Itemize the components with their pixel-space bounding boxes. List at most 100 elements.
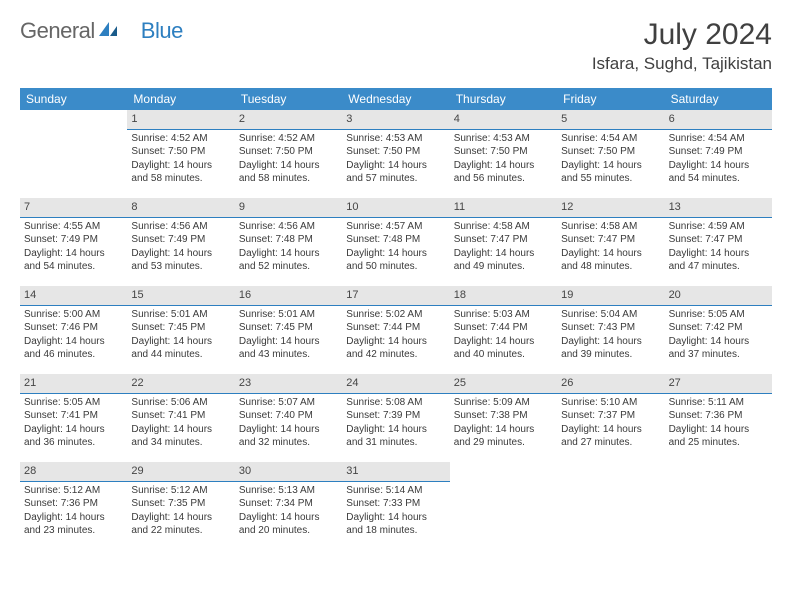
sunset-text: Sunset: 7:50 PM: [239, 145, 338, 159]
cell-date: 2: [235, 110, 342, 130]
cell-date: 14: [20, 286, 127, 306]
daylight-text-1: Daylight: 14 hours: [346, 423, 445, 437]
calendar-cell: 28Sunrise: 5:12 AMSunset: 7:36 PMDayligh…: [20, 462, 127, 550]
daylight-text-2: and 42 minutes.: [346, 348, 445, 362]
cell-content: Sunrise: 5:00 AMSunset: 7:46 PMDaylight:…: [20, 306, 127, 366]
sunset-text: Sunset: 7:44 PM: [346, 321, 445, 335]
cell-content: Sunrise: 4:59 AMSunset: 7:47 PMDaylight:…: [665, 218, 772, 278]
sunset-text: Sunset: 7:46 PM: [24, 321, 123, 335]
logo-sail-icon: [97, 18, 119, 44]
daylight-text-2: and 34 minutes.: [131, 436, 230, 450]
cell-content: Sunrise: 5:09 AMSunset: 7:38 PMDaylight:…: [450, 394, 557, 454]
cell-content: Sunrise: 4:52 AMSunset: 7:50 PMDaylight:…: [235, 130, 342, 190]
day-header: Saturday: [665, 88, 772, 110]
calendar-cell: 8Sunrise: 4:56 AMSunset: 7:49 PMDaylight…: [127, 198, 234, 286]
cell-content: Sunrise: 5:12 AMSunset: 7:35 PMDaylight:…: [127, 482, 234, 542]
daylight-text-2: and 20 minutes.: [239, 524, 338, 538]
sunset-text: Sunset: 7:38 PM: [454, 409, 553, 423]
daylight-text-1: Daylight: 14 hours: [24, 335, 123, 349]
daylight-text-2: and 50 minutes.: [346, 260, 445, 274]
daylight-text-2: and 53 minutes.: [131, 260, 230, 274]
calendar-cell: 18Sunrise: 5:03 AMSunset: 7:44 PMDayligh…: [450, 286, 557, 374]
logo-text-general: General: [20, 18, 95, 44]
daylight-text-1: Daylight: 14 hours: [239, 511, 338, 525]
daylight-text-2: and 54 minutes.: [24, 260, 123, 274]
daylight-text-2: and 46 minutes.: [24, 348, 123, 362]
daylight-text-2: and 23 minutes.: [24, 524, 123, 538]
daylight-text-1: Daylight: 14 hours: [239, 247, 338, 261]
daylight-text-2: and 25 minutes.: [669, 436, 768, 450]
daylight-text-1: Daylight: 14 hours: [131, 159, 230, 173]
daylight-text-1: Daylight: 14 hours: [131, 247, 230, 261]
cell-content: [665, 481, 772, 487]
daylight-text-2: and 32 minutes.: [239, 436, 338, 450]
cell-content: Sunrise: 4:58 AMSunset: 7:47 PMDaylight:…: [450, 218, 557, 278]
daylight-text-1: Daylight: 14 hours: [131, 511, 230, 525]
daylight-text-2: and 43 minutes.: [239, 348, 338, 362]
calendar-cell: 24Sunrise: 5:08 AMSunset: 7:39 PMDayligh…: [342, 374, 449, 462]
day-header: Tuesday: [235, 88, 342, 110]
sunset-text: Sunset: 7:36 PM: [24, 497, 123, 511]
cell-date: 19: [557, 286, 664, 306]
daylight-text-1: Daylight: 14 hours: [454, 159, 553, 173]
daylight-text-1: Daylight: 14 hours: [346, 335, 445, 349]
cell-content: [557, 481, 664, 487]
day-header: Friday: [557, 88, 664, 110]
calendar-cell: 30Sunrise: 5:13 AMSunset: 7:34 PMDayligh…: [235, 462, 342, 550]
daylight-text-1: Daylight: 14 hours: [561, 335, 660, 349]
cell-date: 10: [342, 198, 449, 218]
daylight-text-2: and 39 minutes.: [561, 348, 660, 362]
sunrise-text: Sunrise: 5:01 AM: [239, 308, 338, 322]
sunrise-text: Sunrise: 5:03 AM: [454, 308, 553, 322]
daylight-text-2: and 27 minutes.: [561, 436, 660, 450]
calendar-cell: [450, 462, 557, 550]
daylight-text-2: and 54 minutes.: [669, 172, 768, 186]
cell-date: 15: [127, 286, 234, 306]
calendar-cell: 5Sunrise: 4:54 AMSunset: 7:50 PMDaylight…: [557, 110, 664, 198]
logo: General Blue: [20, 18, 183, 44]
cell-date: 13: [665, 198, 772, 218]
daylight-text-1: Daylight: 14 hours: [239, 159, 338, 173]
calendar-cell: 17Sunrise: 5:02 AMSunset: 7:44 PMDayligh…: [342, 286, 449, 374]
sunset-text: Sunset: 7:43 PM: [561, 321, 660, 335]
sunset-text: Sunset: 7:47 PM: [669, 233, 768, 247]
calendar-cell: [665, 462, 772, 550]
calendar-cell: 21Sunrise: 5:05 AMSunset: 7:41 PMDayligh…: [20, 374, 127, 462]
cell-date: 5: [557, 110, 664, 130]
cell-content: Sunrise: 5:06 AMSunset: 7:41 PMDaylight:…: [127, 394, 234, 454]
calendar-cell: 14Sunrise: 5:00 AMSunset: 7:46 PMDayligh…: [20, 286, 127, 374]
cell-date: 6: [665, 110, 772, 130]
daylight-text-1: Daylight: 14 hours: [561, 247, 660, 261]
sunset-text: Sunset: 7:47 PM: [561, 233, 660, 247]
daylight-text-1: Daylight: 14 hours: [24, 423, 123, 437]
daylight-text-2: and 40 minutes.: [454, 348, 553, 362]
calendar-cell: 11Sunrise: 4:58 AMSunset: 7:47 PMDayligh…: [450, 198, 557, 286]
sunrise-text: Sunrise: 5:02 AM: [346, 308, 445, 322]
cell-content: Sunrise: 4:54 AMSunset: 7:50 PMDaylight:…: [557, 130, 664, 190]
daylight-text-1: Daylight: 14 hours: [131, 423, 230, 437]
header: General Blue July 2024 Isfara, Sughd, Ta…: [20, 18, 772, 74]
sunrise-text: Sunrise: 4:54 AM: [561, 132, 660, 146]
daylight-text-2: and 55 minutes.: [561, 172, 660, 186]
cell-content: Sunrise: 4:55 AMSunset: 7:49 PMDaylight:…: [20, 218, 127, 278]
daylight-text-2: and 36 minutes.: [24, 436, 123, 450]
sunset-text: Sunset: 7:37 PM: [561, 409, 660, 423]
daylight-text-2: and 48 minutes.: [561, 260, 660, 274]
sunrise-text: Sunrise: 5:01 AM: [131, 308, 230, 322]
sunrise-text: Sunrise: 4:57 AM: [346, 220, 445, 234]
calendar-cell: [557, 462, 664, 550]
sunset-text: Sunset: 7:39 PM: [346, 409, 445, 423]
daylight-text-2: and 18 minutes.: [346, 524, 445, 538]
cell-date: 3: [342, 110, 449, 130]
sunrise-text: Sunrise: 5:05 AM: [24, 396, 123, 410]
sunrise-text: Sunrise: 5:14 AM: [346, 484, 445, 498]
calendar-cell: 4Sunrise: 4:53 AMSunset: 7:50 PMDaylight…: [450, 110, 557, 198]
sunrise-text: Sunrise: 5:10 AM: [561, 396, 660, 410]
daylight-text-1: Daylight: 14 hours: [239, 335, 338, 349]
daylight-text-1: Daylight: 14 hours: [454, 423, 553, 437]
sunrise-text: Sunrise: 4:54 AM: [669, 132, 768, 146]
sunset-text: Sunset: 7:49 PM: [131, 233, 230, 247]
daylight-text-2: and 49 minutes.: [454, 260, 553, 274]
cell-content: Sunrise: 5:05 AMSunset: 7:41 PMDaylight:…: [20, 394, 127, 454]
calendar-cell: 12Sunrise: 4:58 AMSunset: 7:47 PMDayligh…: [557, 198, 664, 286]
